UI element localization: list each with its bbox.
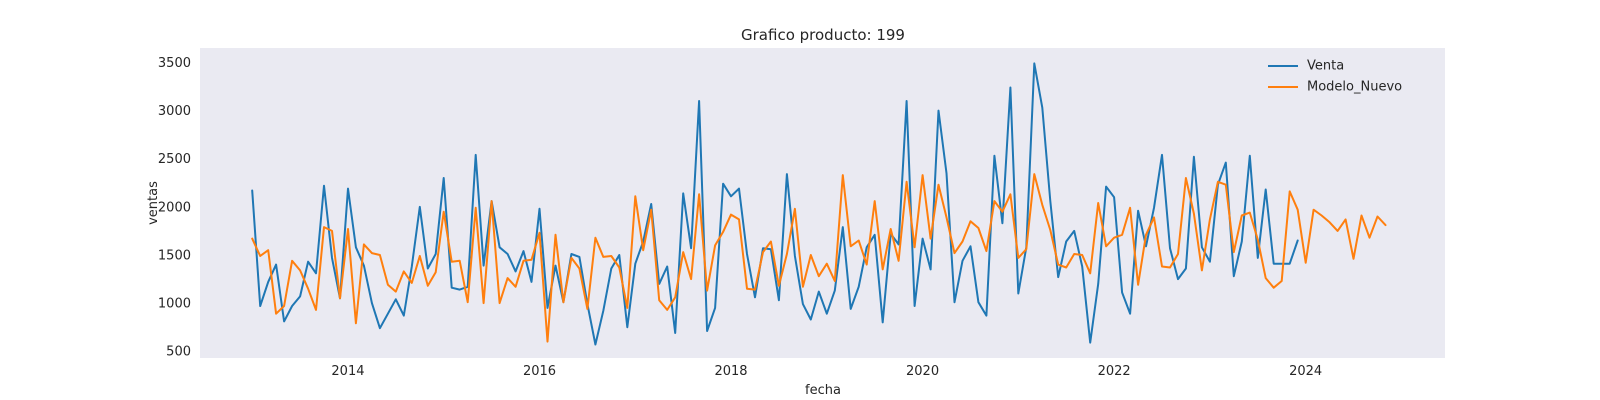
y-tick-labels: 500 1000 1500 2000 2500 3000 3500 [158,56,191,360]
y-tick-label-2: 1500 [158,248,191,263]
x-tick-label-3: 2020 [906,364,939,379]
x-tick-labels: 2014 2016 2018 2020 2022 2024 [331,364,1322,379]
legend-label-0: Venta [1307,59,1344,74]
series-lines [251,62,1387,346]
x-tick-label-0: 2014 [331,364,364,379]
series-line-1 [251,173,1387,343]
x-tick-label-2: 2018 [714,364,747,379]
x-tick-label-5: 2024 [1289,364,1322,379]
y-tick-label-6: 3500 [158,56,191,71]
y-tick-label-1: 1000 [158,297,191,312]
y-tick-label-4: 2500 [158,152,191,167]
plot-area [200,48,1445,358]
y-tick-label-5: 3000 [158,104,191,119]
x-tick-label-4: 2022 [1098,364,1131,379]
x-tick-label-1: 2016 [523,364,556,379]
y-tick-label-3: 2000 [158,200,191,215]
chart-title: Grafico producto: 199 [741,26,905,44]
series-line-0 [251,62,1299,346]
y-tick-label-0: 500 [166,345,191,360]
x-axis-label: fecha [805,383,841,398]
legend-label-1: Modelo_Nuevo [1307,80,1402,95]
y-axis-label: ventas [146,181,161,225]
legend: Venta Modelo_Nuevo [1268,59,1402,95]
